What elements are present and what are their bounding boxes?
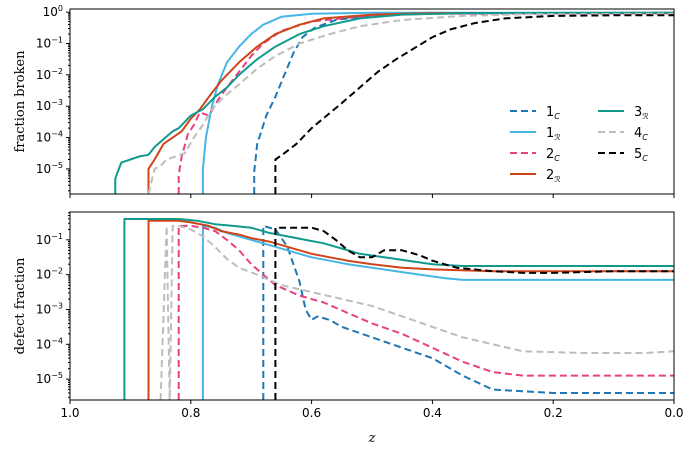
legend-label-subscript: ℛ	[642, 112, 649, 121]
series-group	[114, 11, 674, 194]
series-line-4-c	[159, 224, 674, 400]
series-line-1-r	[201, 11, 674, 194]
legend: 1C 1ℛ 2C 2ℛ 3ℛ 4C 5C	[510, 105, 649, 184]
legend-label-subscript: C	[554, 112, 560, 121]
legend-label-subscript: C	[554, 154, 560, 163]
x-tick-label: 0.4	[423, 406, 442, 420]
y-tick-label: 10−3	[36, 301, 63, 316]
series-line-4-c	[147, 12, 674, 194]
y-tick-exponent: −5	[51, 161, 63, 170]
series-group	[123, 218, 674, 400]
legend-label: 1C	[546, 105, 560, 121]
y-tick-exponent: −1	[51, 35, 63, 44]
x-tick-label: 0.0	[664, 406, 683, 420]
y-tick-label: 10−2	[36, 67, 63, 82]
y-tick-exponent: −2	[51, 67, 63, 76]
y-tick-exponent: −2	[51, 267, 63, 276]
legend-label: 3ℛ	[634, 105, 649, 121]
panel-fraction-broken: 10−5 10−4 10−3 10−2 10−1 100 fraction broken	[13, 4, 675, 198]
axes-frame	[69, 8, 675, 195]
legend-label-subscript: ℛ	[554, 133, 561, 142]
series-line-2-c	[177, 12, 674, 194]
x-axis-label: z	[368, 431, 376, 446]
legend-label: 2ℛ	[546, 168, 561, 184]
y-axis-label: fraction broken	[13, 50, 28, 153]
y-tick-exponent: −3	[51, 98, 63, 107]
y-tick-exponent: −5	[51, 371, 63, 380]
legend-label: 4C	[634, 126, 648, 142]
series-line-2-c	[177, 224, 674, 400]
series-line-1-r	[201, 224, 674, 400]
y-tick-exponent: −1	[51, 232, 63, 241]
series-line-2-r	[147, 11, 674, 194]
legend-label-subscript: C	[642, 133, 648, 142]
y-tick-label: 100	[43, 4, 63, 19]
legend-label-subscript: C	[642, 154, 648, 163]
y-tick-label: 10−1	[36, 35, 63, 50]
legend-label: 2C	[546, 147, 560, 163]
series-line-1-c	[262, 224, 674, 400]
y-tick-label: 10−4	[36, 130, 63, 145]
x-tick-label: 0.2	[544, 406, 563, 420]
axes-frame	[69, 211, 675, 401]
y-axis-label: defect fraction	[13, 257, 28, 354]
y-tick-label: 10−3	[36, 98, 63, 113]
legend-label: 5C	[634, 147, 648, 163]
y-tick-exponent: −4	[51, 336, 63, 345]
series-line-3-r	[114, 11, 674, 194]
legend-label: 1ℛ	[546, 126, 561, 142]
y-tick-label: 10−5	[36, 371, 63, 386]
series-line-2-r	[147, 219, 674, 400]
panel-defect-fraction: 1.0 0.8 0.6 0.4 0.2 0.0 10−5 10−4 10−3 10−2 10−1 de…	[13, 211, 684, 446]
series-line-5-c	[274, 14, 674, 194]
y-tick-exponent: 0	[58, 4, 63, 13]
series-line-5-c	[274, 226, 674, 400]
y-tick-exponent: −3	[51, 301, 63, 310]
series-line-1-c	[253, 12, 674, 194]
series-line-3-r	[123, 218, 674, 400]
x-tick-label: 1.0	[60, 406, 79, 420]
y-tick-label: 10−1	[36, 232, 63, 247]
x-tick-label: 0.8	[181, 406, 200, 420]
y-tick-label: 10−4	[36, 336, 63, 351]
y-tick-label: 10−2	[36, 267, 63, 282]
y-tick-label: 10−5	[36, 161, 63, 176]
legend-label-subscript: ℛ	[554, 175, 561, 184]
y-tick-exponent: −4	[51, 130, 63, 139]
x-tick-label: 0.6	[302, 406, 321, 420]
